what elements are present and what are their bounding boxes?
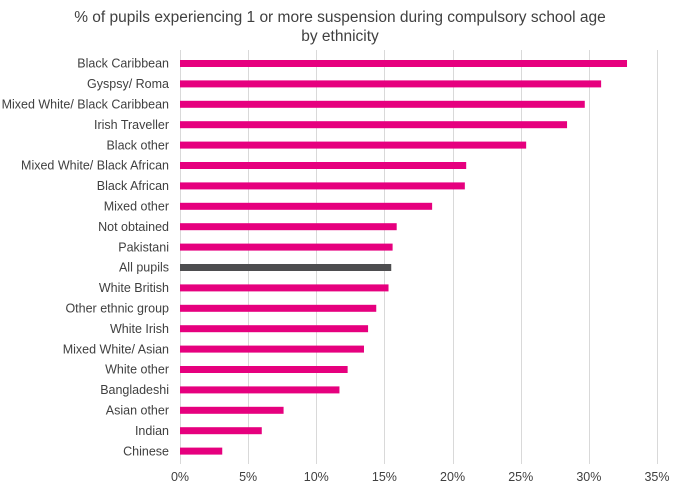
category-label: White British xyxy=(99,281,169,295)
category-label: Irish Traveller xyxy=(94,118,169,132)
gridlines xyxy=(180,50,658,464)
bar xyxy=(180,162,467,169)
x-tick-label: 20% xyxy=(440,470,465,484)
x-tick-label: 25% xyxy=(508,470,533,484)
y-axis-category-labels: Black Caribbean Gyspsy/ Roma Mixed White/ … xyxy=(2,57,169,459)
x-tick-label: 35% xyxy=(644,470,669,484)
category-label: Mixed other xyxy=(104,200,169,214)
bar xyxy=(180,447,223,455)
category-label: Asian other xyxy=(106,404,169,418)
bars xyxy=(180,60,628,455)
category-label: Chinese xyxy=(123,444,169,458)
bar xyxy=(180,121,568,129)
x-tick-label: 5% xyxy=(239,470,257,484)
category-label: Mixed White/ Black Caribbean xyxy=(2,98,169,112)
x-tick-label: 15% xyxy=(372,470,397,484)
chart-title-line-1: % of pupils experiencing 1 or more suspe… xyxy=(74,9,606,26)
category-label: Other ethnic group xyxy=(65,302,169,316)
bar xyxy=(180,223,397,231)
category-label: White Irish xyxy=(110,322,169,336)
bar xyxy=(180,304,377,312)
bar xyxy=(180,264,392,271)
bar xyxy=(180,325,369,333)
x-tick-label: 30% xyxy=(576,470,601,484)
bar xyxy=(180,406,284,414)
bar xyxy=(180,427,262,435)
bar xyxy=(180,366,348,373)
category-label: Gyspsy/ Roma xyxy=(87,77,169,91)
bar xyxy=(180,386,340,394)
category-label: All pupils xyxy=(119,261,169,275)
category-label: Black Caribbean xyxy=(77,57,169,71)
chart-title-line-2: by ethnicity xyxy=(301,28,379,45)
bar xyxy=(180,202,433,210)
bar xyxy=(180,284,389,292)
category-label: Pakistani xyxy=(118,240,169,254)
bar xyxy=(180,100,585,108)
category-label: White other xyxy=(105,363,169,377)
bar xyxy=(180,141,527,149)
category-label: Black other xyxy=(106,138,169,152)
x-tick-label: 10% xyxy=(304,470,329,484)
category-label: Black African xyxy=(97,179,169,193)
bar xyxy=(180,182,465,190)
x-tick-label: 0% xyxy=(171,470,189,484)
bar xyxy=(180,345,364,353)
bar xyxy=(180,60,628,67)
x-axis-tick-labels: 0% 5% 10% 15% 20% 25% 30% 35% xyxy=(171,470,670,484)
category-label: Bangladeshi xyxy=(100,383,169,397)
chart-title: % of pupils experiencing 1 or more suspe… xyxy=(0,8,680,46)
category-label: Mixed White/ Asian xyxy=(63,342,169,356)
category-label: Not obtained xyxy=(98,220,169,234)
bar xyxy=(180,80,602,88)
bar xyxy=(180,243,393,251)
category-label: Mixed White/ Black African xyxy=(21,159,169,173)
category-label: Indian xyxy=(135,424,169,438)
